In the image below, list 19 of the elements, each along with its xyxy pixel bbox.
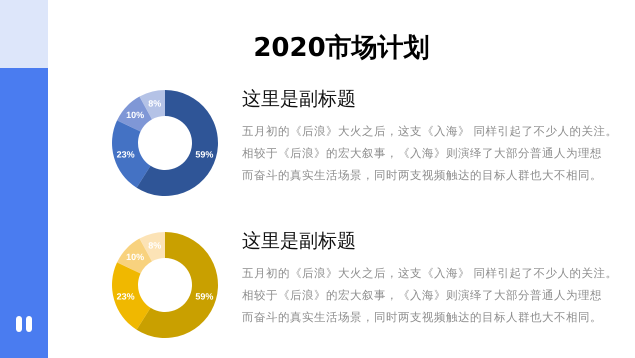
data-label: 23%	[116, 291, 135, 302]
text: 2020市场计划	[252, 32, 431, 65]
text: 五月初的《后浪》大火之后，这支《入海》 同样引起了不少人的关注。	[242, 266, 618, 280]
data-label: 10%	[126, 252, 144, 262]
text: 相较于《后浪》的宏大叙事，《入海》则演绎了大部分普通人为理想	[242, 146, 602, 160]
data-label: 59%	[195, 149, 214, 160]
text: 而奋斗的真实生活场景，同时两支视频触达的目标人群也大不相同。	[242, 310, 602, 324]
donut-slice	[112, 262, 151, 330]
text: 这里是副标题	[242, 229, 356, 254]
donut-slice	[112, 120, 151, 188]
text: 五月初的《后浪》大火之后，这支《入海》 同样引起了不少人的关注。	[242, 124, 618, 138]
data-label: 10%	[126, 110, 144, 120]
data-label: 23%	[116, 149, 135, 160]
text: 而奋斗的真实生活场景，同时两支视频触达的目标人群也大不相同。	[242, 168, 602, 182]
data-label: 8%	[148, 98, 162, 108]
text: 这里是副标题	[242, 87, 356, 112]
text: 相较于《后浪》的宏大叙事，《入海》则演绎了大部分普通人为理想	[242, 288, 602, 302]
data-label: 8%	[148, 240, 162, 250]
data-label: 59%	[195, 291, 214, 302]
